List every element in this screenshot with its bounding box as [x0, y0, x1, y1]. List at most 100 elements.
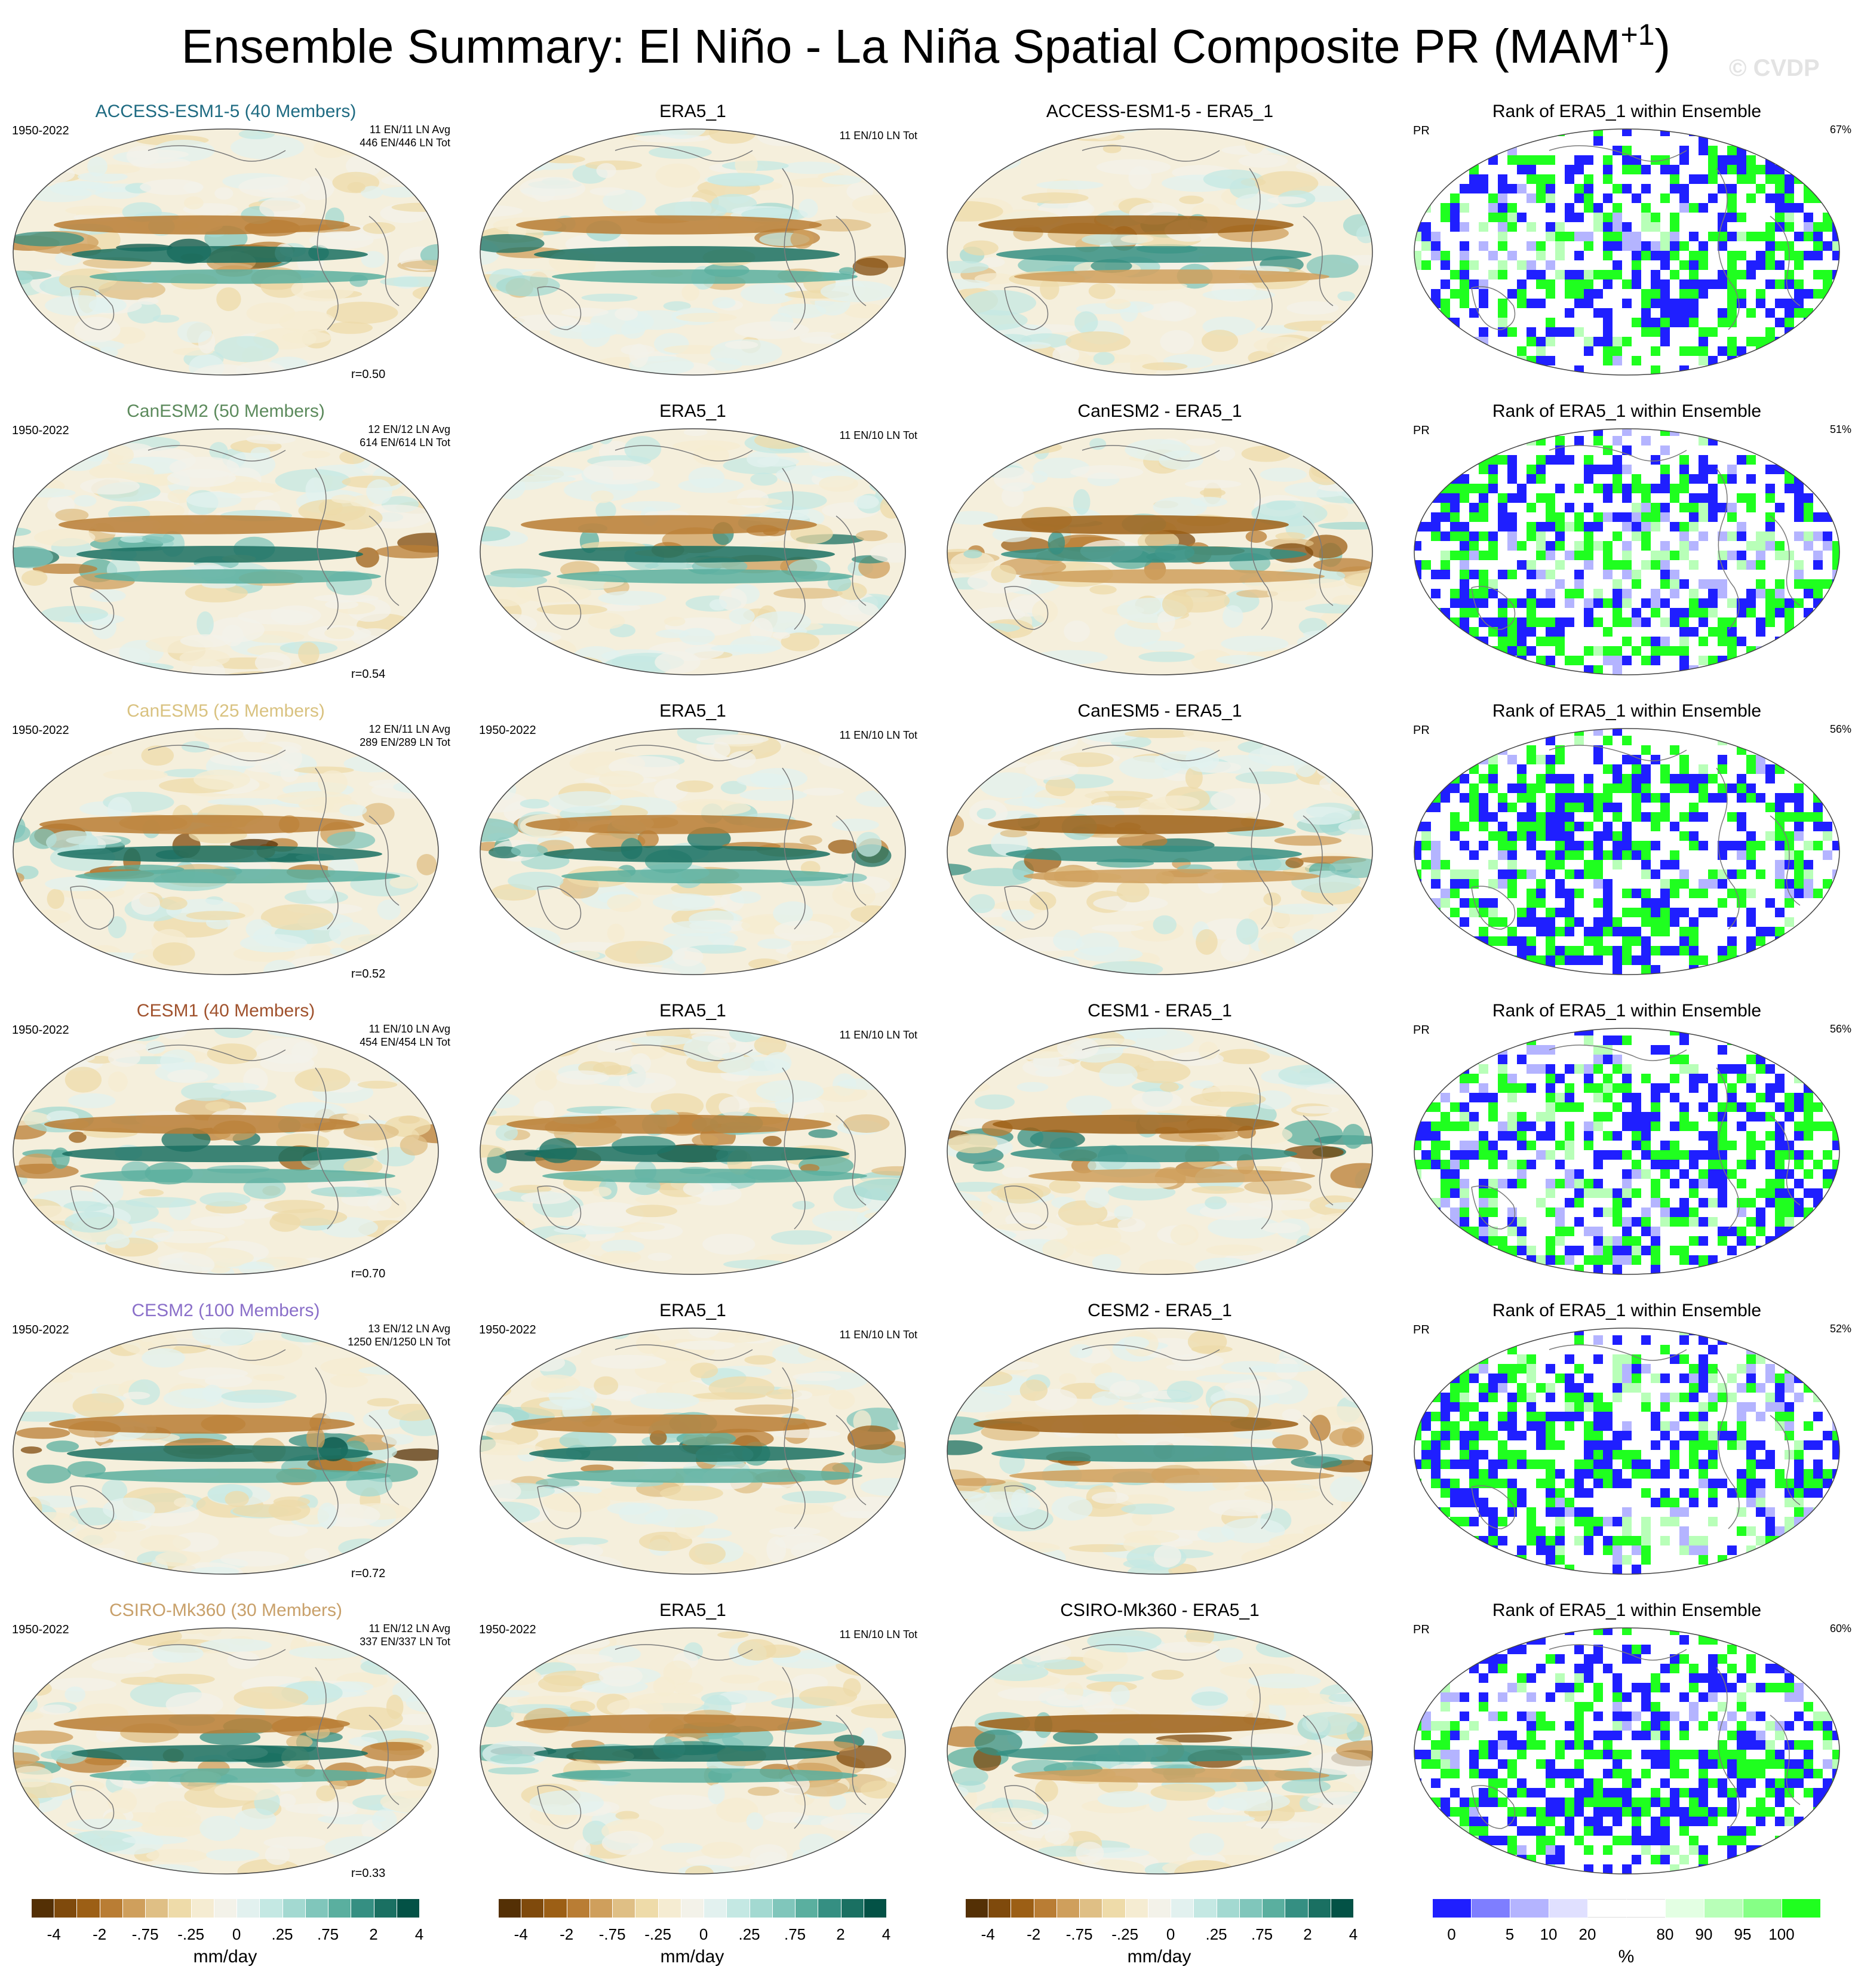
colorbar-tick-label: 2 — [369, 1925, 378, 1943]
colorbar-tick-label: 0 — [699, 1925, 708, 1943]
colorbar-swatch — [1056, 1899, 1080, 1918]
colorbar-swatch — [328, 1899, 351, 1918]
colorbar-tick-label: -.75 — [1065, 1925, 1093, 1943]
colorbar-swatch — [145, 1899, 168, 1918]
member-avg-label: 12 EN/11 LN Avg — [368, 723, 450, 735]
colorbar-swatch — [282, 1899, 305, 1918]
colorbar-tick-label: 4 — [1349, 1925, 1358, 1943]
colorbar-swatch — [1193, 1899, 1217, 1918]
obs-panel-title: ERA5_1 — [659, 401, 726, 421]
colorbar-tick-label: .25 — [271, 1925, 293, 1943]
colorbar-swatch — [1216, 1899, 1239, 1918]
colorbar-tick-label: 0 — [1447, 1925, 1456, 1943]
difference-panel-title: CESM2 - ERA5_1 — [1088, 1301, 1232, 1320]
rank-panel-title: Rank of ERA5_1 within Ensemble — [1492, 1001, 1762, 1021]
rank-map — [1414, 728, 1840, 975]
colorbar-swatch — [373, 1899, 397, 1918]
colorbar-tick-label: .75 — [784, 1925, 806, 1943]
rank-variable-label: PR — [1413, 424, 1430, 437]
colorbar-swatch — [54, 1899, 77, 1918]
colorbar-swatch — [1079, 1899, 1102, 1918]
colorbar-tick-label: 80 — [1656, 1925, 1674, 1943]
member-avg-label: 11 EN/12 LN Avg — [368, 1623, 450, 1634]
colorbar-swatch — [213, 1899, 237, 1918]
colorbar-swatch — [965, 1899, 988, 1918]
colorbar-tick-label: 10 — [1540, 1925, 1558, 1943]
colorbar-swatch — [1262, 1899, 1285, 1918]
model-colorbar: -4 -2 -.75 -.25 0 .25 .75 2 4 mm/day — [31, 1899, 423, 1977]
colorbar-tick-label: -4 — [981, 1925, 995, 1943]
obs-colorbar: -4 -2 -.75 -.25 0 .25 .75 2 4 mm/day — [498, 1899, 890, 1977]
colorbar-swatch — [31, 1899, 54, 1918]
rank-map — [1414, 428, 1840, 675]
difference-colorbar: -4 -2 -.75 -.25 0 .25 .75 2 4 mm/day — [965, 1899, 1357, 1977]
difference-panel-title: CSIRO-Mk360 - ERA5_1 — [1060, 1600, 1260, 1620]
colorbar-swatch — [1432, 1899, 1471, 1918]
colorbar-tick-label: -4 — [47, 1925, 61, 1943]
colorbar-swatch — [772, 1899, 796, 1918]
colorbar-tick-label: .25 — [1205, 1925, 1227, 1943]
member-tot-label: 454 EN/454 LN Tot — [360, 1036, 450, 1048]
colorbar-swatch — [521, 1899, 544, 1918]
model-composite-map — [13, 128, 439, 376]
colorbar-swatch — [1307, 1899, 1331, 1918]
colorbar-swatch — [1239, 1899, 1263, 1918]
page-title: Ensemble Summary: El Niño - La Niña Spat… — [181, 18, 1671, 73]
colorbar-tick-label: 0 — [1166, 1925, 1175, 1943]
difference-map — [947, 128, 1373, 376]
colorbar-swatch — [259, 1899, 282, 1918]
colorbar-swatch — [1471, 1899, 1510, 1918]
rank-variable-label: PR — [1413, 124, 1430, 137]
rank-percent-label: 51% — [1829, 423, 1851, 435]
colorbar-swatch — [635, 1899, 658, 1918]
colorbar-swatch — [1147, 1899, 1171, 1918]
colorbar-units-label: mm/day — [1127, 1947, 1191, 1967]
colorbar-tick-label: 2 — [836, 1925, 845, 1943]
obs-composite-map — [480, 428, 906, 675]
model-composite-map — [13, 1328, 439, 1575]
colorbar-tick-label: .75 — [1251, 1925, 1273, 1943]
colorbar-tick-label: -2 — [560, 1925, 574, 1943]
rank-panel-title: Rank of ERA5_1 within Ensemble — [1492, 401, 1762, 421]
member-avg-label: 13 EN/12 LN Avg — [368, 1323, 450, 1335]
pattern-correlation-label: r=0.52 — [351, 967, 386, 981]
rank-percent-label: 52% — [1829, 1323, 1851, 1335]
colorbar-swatch — [1510, 1899, 1549, 1918]
pattern-correlation-label: r=0.33 — [351, 1867, 386, 1880]
colorbar-swatch — [795, 1899, 818, 1918]
obs-count-label: 11 EN/10 LN Tot — [839, 729, 917, 741]
colorbar-swatch — [840, 1899, 864, 1918]
colorbar-tick-label: 2 — [1303, 1925, 1312, 1943]
colorbar-swatch — [680, 1899, 704, 1918]
colorbar-swatch — [191, 1899, 214, 1918]
colorbar-swatch — [818, 1899, 841, 1918]
obs-composite-map — [480, 728, 906, 975]
colorbar-units-label: mm/day — [193, 1947, 257, 1967]
colorbar-swatch — [1665, 1899, 1704, 1918]
colorbar-tick-label: -4 — [514, 1925, 528, 1943]
colorbar-tick-label: -2 — [93, 1925, 107, 1943]
model-panel-title: CESM1 (40 Members) — [136, 1001, 315, 1021]
obs-period-label: 1950-2022 — [479, 1323, 536, 1336]
rank-percent-label: 67% — [1829, 124, 1851, 136]
colorbar-swatch — [749, 1899, 772, 1918]
colorbar-tick-label: -.25 — [1111, 1925, 1139, 1943]
rank-percent-label: 56% — [1829, 723, 1851, 735]
colorbar-tick-label: 90 — [1695, 1925, 1713, 1943]
colorbar-swatch — [237, 1899, 260, 1918]
colorbar-swatch — [168, 1899, 191, 1918]
model-panel-title: CanESM5 (25 Members) — [127, 701, 325, 721]
pattern-correlation-label: r=0.50 — [351, 368, 386, 381]
obs-composite-map — [480, 1328, 906, 1575]
obs-panel-title: ERA5_1 — [659, 102, 726, 121]
pattern-correlation-label: r=0.70 — [351, 1267, 386, 1280]
colorbar-swatch — [988, 1899, 1011, 1918]
member-tot-label: 289 EN/289 LN Tot — [360, 736, 450, 748]
obs-panel-title: ERA5_1 — [659, 701, 726, 721]
obs-composite-map — [480, 1028, 906, 1275]
obs-period-label: 1950-2022 — [479, 1623, 536, 1636]
difference-panel-title: CESM1 - ERA5_1 — [1088, 1001, 1232, 1021]
obs-panel-title: ERA5_1 — [659, 1001, 726, 1021]
colorbar-tick-label: .75 — [317, 1925, 339, 1943]
